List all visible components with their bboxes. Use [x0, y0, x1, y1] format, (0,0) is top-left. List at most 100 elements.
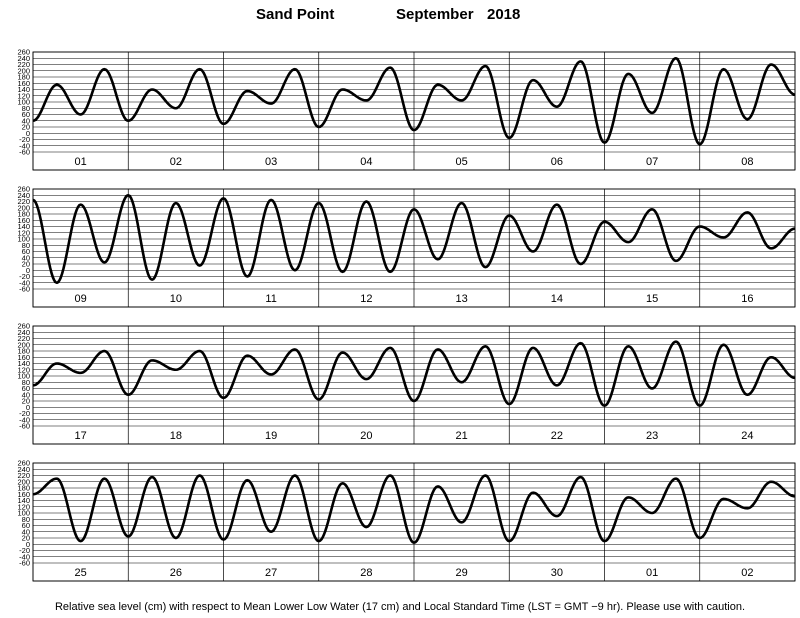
y-tick-label: -60 — [19, 559, 30, 568]
day-label: 02 — [741, 567, 753, 579]
y-tick-label: 240 — [17, 191, 30, 200]
y-tick-label: 160 — [17, 490, 30, 499]
station-title: Sand Point — [256, 6, 335, 23]
y-tick-label: 220 — [17, 471, 30, 480]
y-tick-label: 140 — [17, 85, 30, 94]
y-tick-label: 140 — [17, 359, 30, 368]
y-tick-label: 200 — [17, 203, 30, 212]
y-tick-label: 80 — [22, 104, 30, 113]
y-tick-label: 80 — [22, 515, 30, 524]
day-label: 07 — [646, 156, 658, 168]
y-tick-label: 100 — [17, 372, 30, 381]
y-tick-label: -40 — [19, 278, 30, 287]
y-tick-label: 120 — [17, 365, 30, 374]
y-tick-label: 0 — [26, 129, 30, 138]
y-tick-label: 200 — [17, 66, 30, 75]
day-label: 27 — [265, 567, 277, 579]
tide-curve — [32, 56, 796, 146]
day-label: 16 — [741, 293, 753, 305]
day-label: 23 — [646, 430, 658, 442]
panel-2: 260240220200180160140120100806040200-20-… — [17, 185, 796, 308]
y-tick-label: 80 — [22, 378, 30, 387]
y-tick-label: 0 — [26, 403, 30, 412]
day-label: 05 — [456, 156, 468, 168]
day-label: 21 — [456, 430, 468, 442]
y-tick-label: 60 — [22, 247, 30, 256]
day-label: 28 — [360, 567, 372, 579]
y-tick-label: 100 — [17, 98, 30, 107]
day-label: 08 — [741, 156, 753, 168]
y-tick-label: -40 — [19, 415, 30, 424]
y-tick-label: 260 — [17, 459, 30, 468]
day-label: 26 — [170, 567, 182, 579]
y-tick-label: -20 — [19, 135, 30, 144]
y-tick-label: -60 — [19, 148, 30, 157]
tide-curve — [32, 193, 796, 285]
y-tick-label: 220 — [17, 334, 30, 343]
panel-frame — [32, 51, 796, 171]
y-tick-label: 80 — [22, 241, 30, 250]
day-label: 25 — [75, 567, 87, 579]
y-tick-label: 200 — [17, 340, 30, 349]
y-tick-label: 220 — [17, 197, 30, 206]
day-label: 09 — [75, 293, 87, 305]
year-title: 2018 — [487, 6, 521, 23]
y-tick-label: 260 — [17, 48, 30, 57]
y-tick-label: -40 — [19, 552, 30, 561]
day-label: 30 — [551, 567, 563, 579]
y-tick-label: 160 — [17, 79, 30, 88]
day-label: 22 — [551, 430, 563, 442]
y-tick-label: 60 — [22, 521, 30, 530]
y-tick-label: 20 — [22, 123, 30, 132]
footnote: Relative sea level (cm) with respect to … — [54, 601, 746, 613]
day-label: 24 — [741, 430, 753, 442]
y-tick-label: 20 — [22, 534, 30, 543]
day-label: 01 — [75, 156, 87, 168]
y-tick-label: 40 — [22, 527, 30, 536]
panel-3: 260240220200180160140120100806040200-20-… — [17, 322, 796, 445]
panel-1: 260240220200180160140120100806040200-20-… — [17, 48, 796, 171]
y-tick-label: 180 — [17, 73, 30, 82]
y-tick-label: 40 — [22, 116, 30, 125]
y-tick-label: 0 — [26, 540, 30, 549]
month-title: September — [396, 6, 474, 23]
y-tick-label: -40 — [19, 141, 30, 150]
day-label: 12 — [360, 293, 372, 305]
y-tick-label: 200 — [17, 477, 30, 486]
y-tick-label: 100 — [17, 235, 30, 244]
day-label: 11 — [265, 293, 276, 305]
y-tick-label: 160 — [17, 216, 30, 225]
y-tick-label: 220 — [17, 60, 30, 69]
tide-curve — [32, 340, 796, 407]
y-tick-label: 120 — [17, 228, 30, 237]
day-label: 29 — [456, 567, 468, 579]
day-label: 06 — [551, 156, 563, 168]
day-label: 19 — [265, 430, 277, 442]
y-tick-label: -60 — [19, 285, 30, 294]
panel-frame — [32, 188, 796, 308]
day-label: 03 — [265, 156, 277, 168]
y-tick-label: 40 — [22, 253, 30, 262]
y-tick-label: 60 — [22, 384, 30, 393]
y-tick-label: 240 — [17, 465, 30, 474]
y-tick-label: 140 — [17, 496, 30, 505]
day-label: 17 — [75, 430, 87, 442]
y-tick-label: -20 — [19, 272, 30, 281]
y-tick-label: 160 — [17, 353, 30, 362]
tide-curve — [32, 474, 796, 544]
day-label: 18 — [170, 430, 182, 442]
y-tick-label: -20 — [19, 409, 30, 418]
day-label: 13 — [456, 293, 468, 305]
y-tick-label: 20 — [22, 260, 30, 269]
panel-4: 260240220200180160140120100806040200-20-… — [17, 459, 796, 582]
day-label: 10 — [170, 293, 182, 305]
y-tick-label: 180 — [17, 484, 30, 493]
y-tick-label: 20 — [22, 397, 30, 406]
y-tick-label: 260 — [17, 322, 30, 331]
y-tick-label: 180 — [17, 347, 30, 356]
y-tick-label: -20 — [19, 546, 30, 555]
day-label: 02 — [170, 156, 182, 168]
y-tick-label: 240 — [17, 54, 30, 63]
panel-frame — [32, 462, 796, 582]
